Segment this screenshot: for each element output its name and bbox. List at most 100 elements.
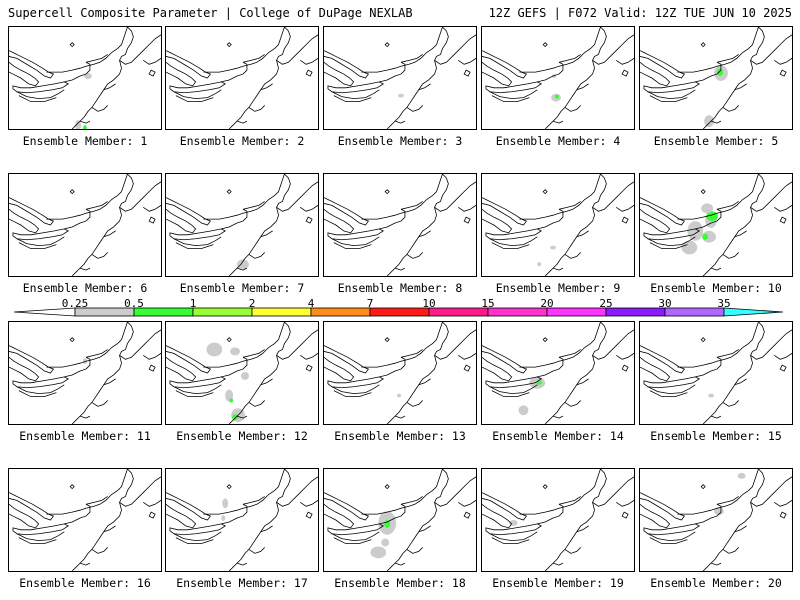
legend-bin — [546, 307, 607, 317]
coastline-and-borders — [9, 27, 161, 129]
ensemble-member-map-2 — [165, 26, 319, 130]
legend-tick-label: 0.5 — [124, 297, 144, 310]
scp-area-low — [241, 372, 249, 380]
member-map — [482, 27, 634, 129]
member-label: Ensemble Member: 15 — [650, 429, 782, 443]
legend-tick-label: 10 — [422, 297, 436, 310]
member-label: Ensemble Member: 7 — [179, 281, 305, 295]
member-label: Ensemble Member: 6 — [22, 281, 148, 295]
scp-area-low — [737, 472, 746, 479]
member-label: Ensemble Member: 5 — [653, 134, 779, 148]
legend-tick-label: 7 — [366, 297, 374, 310]
scp-area-low — [708, 393, 715, 398]
member-label: Ensemble Member: 1 — [22, 134, 148, 148]
scp-contours — [551, 74, 561, 102]
ensemble-member-map-5 — [639, 26, 793, 130]
scp-area-low — [397, 393, 401, 398]
member-map — [640, 174, 792, 276]
scp-contours — [397, 393, 401, 398]
member-map — [9, 174, 161, 276]
scp-area-low — [237, 259, 249, 270]
scp-area-low — [687, 221, 704, 241]
scp-area-high — [536, 380, 543, 385]
member-label: Ensemble Member: 4 — [495, 134, 621, 148]
legend-bin — [310, 307, 371, 317]
scp-area-high — [555, 94, 559, 99]
scp-contours — [370, 511, 397, 559]
member-map — [9, 469, 161, 571]
ensemble-member-map-10 — [639, 173, 793, 277]
coastline-and-borders — [640, 174, 792, 276]
scp-area-low — [701, 203, 714, 214]
scp-area-low — [550, 245, 557, 250]
coastline-and-borders — [324, 27, 476, 129]
member-map — [9, 322, 161, 424]
scp-area-low — [398, 93, 404, 98]
ensemble-member-map-8 — [323, 173, 477, 277]
coastline-and-borders — [324, 174, 476, 276]
scp-area-low — [714, 507, 724, 516]
member-map — [324, 27, 476, 129]
scp-contours — [221, 498, 229, 521]
scp-area-high — [232, 414, 239, 421]
legend-tick-label: 4 — [307, 297, 315, 310]
member-map — [324, 469, 476, 571]
coastline-and-borders — [9, 322, 161, 424]
member-label: Ensemble Member: 11 — [19, 429, 151, 443]
scp-area-low — [381, 538, 390, 547]
coastline-and-borders — [482, 174, 634, 276]
member-label: Ensemble Member: 10 — [650, 281, 782, 295]
coastline-and-borders — [640, 469, 792, 571]
coastline-and-borders — [482, 27, 634, 129]
scp-contours — [704, 65, 728, 128]
ensemble-member-map-16 — [8, 468, 162, 572]
member-map — [324, 322, 476, 424]
ensemble-member-map-6 — [8, 173, 162, 277]
scp-contours — [537, 245, 557, 267]
ensemble-member-map-20 — [639, 468, 793, 572]
member-label: Ensemble Member: 3 — [337, 134, 463, 148]
ensemble-member-map-12 — [165, 321, 319, 425]
legend-bin — [369, 307, 430, 317]
scp-area-low — [370, 546, 387, 559]
member-label: Ensemble Member: 2 — [179, 134, 305, 148]
legend-tick-label: 25 — [599, 297, 613, 310]
scp-contours — [681, 203, 718, 255]
scp-area-high — [702, 233, 709, 240]
member-label: Ensemble Member: 12 — [176, 429, 308, 443]
coastline-and-borders — [9, 469, 161, 571]
legend-tick-label: 20 — [540, 297, 554, 310]
ensemble-member-map-9 — [481, 173, 635, 277]
ensemble-member-map-14 — [481, 321, 635, 425]
scp-contours — [714, 472, 746, 516]
coastline-and-borders — [166, 27, 318, 129]
coastline-and-borders — [166, 469, 318, 571]
ensemble-member-map-19 — [481, 468, 635, 572]
legend-bin — [487, 307, 548, 317]
scp-area-low — [206, 342, 223, 357]
scp-area-low — [221, 515, 226, 521]
coastline-and-borders — [324, 322, 476, 424]
member-label: Ensemble Member: 17 — [176, 576, 308, 590]
scp-area-high — [716, 68, 723, 77]
coastline-and-borders — [166, 322, 318, 424]
scp-contours — [398, 93, 404, 98]
ensemble-member-map-1 — [8, 26, 162, 130]
coastline-and-borders — [640, 322, 792, 424]
ensemble-member-map-7 — [165, 173, 319, 277]
coastline-and-borders — [640, 27, 792, 129]
ensemble-member-map-13 — [323, 321, 477, 425]
member-map — [640, 27, 792, 129]
ensemble-member-map-17 — [165, 468, 319, 572]
member-label: Ensemble Member: 9 — [495, 281, 621, 295]
scp-area-low — [704, 115, 715, 128]
scp-area-high — [229, 398, 234, 403]
ensemble-member-map-4 — [481, 26, 635, 130]
legend-bin — [428, 307, 489, 317]
color-scale-legend — [13, 307, 784, 317]
member-label: Ensemble Member: 19 — [492, 576, 624, 590]
scp-area-high — [83, 125, 87, 129]
member-label: Ensemble Member: 8 — [337, 281, 463, 295]
scp-area-low — [84, 73, 92, 79]
legend-bin — [664, 307, 725, 317]
